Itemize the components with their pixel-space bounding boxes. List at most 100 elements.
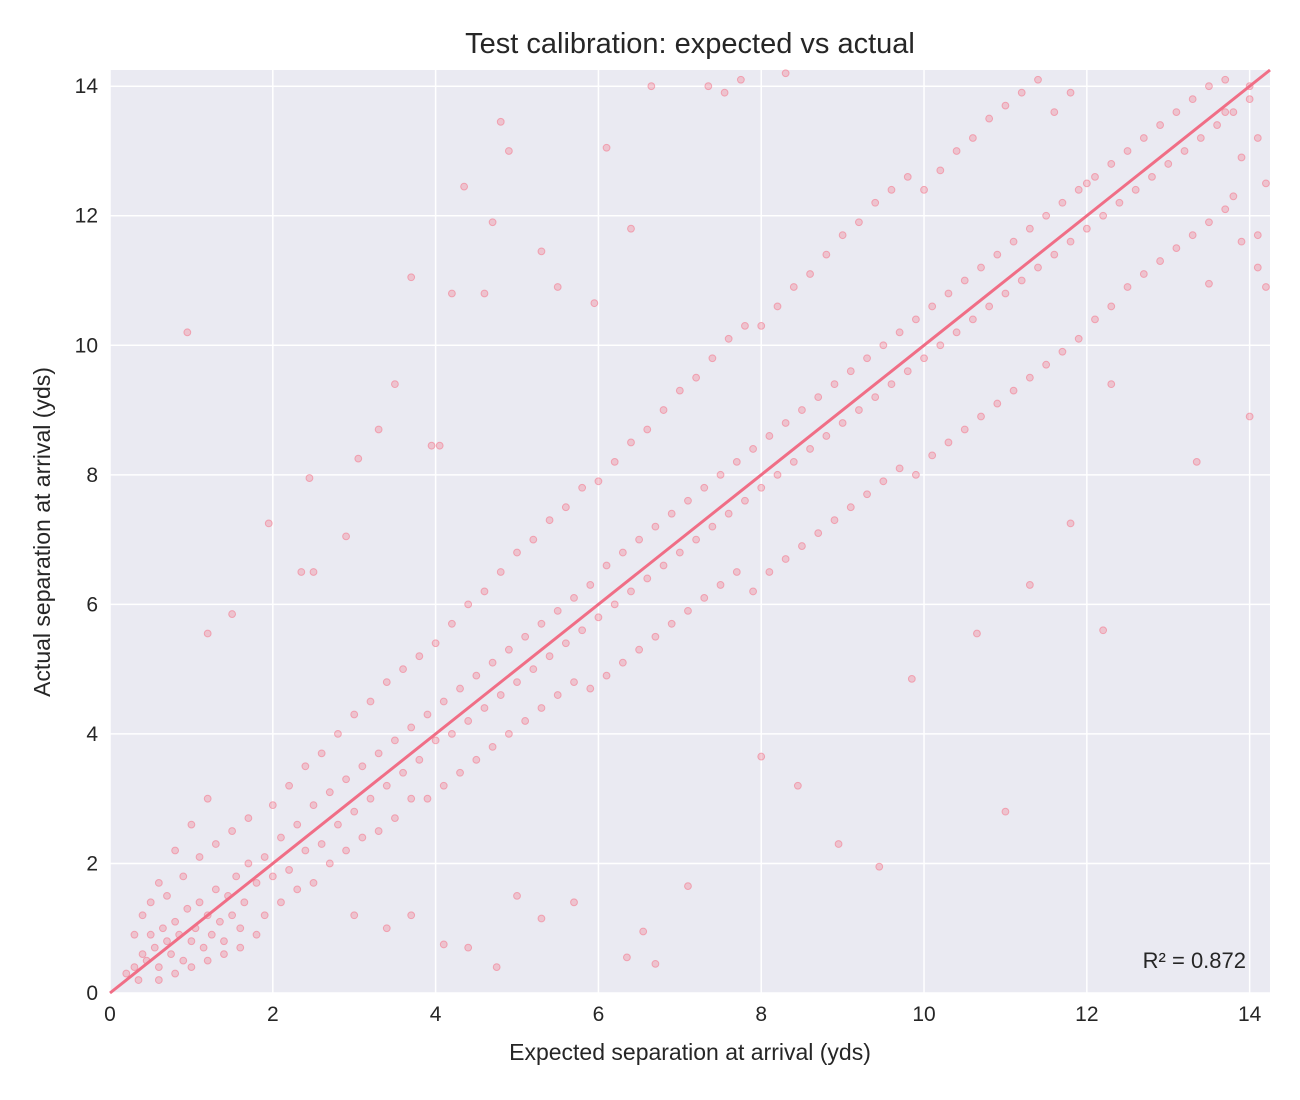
data-point bbox=[354, 454, 363, 463]
data-point bbox=[1148, 172, 1156, 181]
data-point bbox=[439, 781, 448, 790]
data-point bbox=[789, 457, 798, 466]
data-point bbox=[382, 678, 391, 686]
data-point bbox=[171, 917, 180, 926]
data-point bbox=[561, 639, 570, 648]
data-point bbox=[887, 185, 896, 194]
x-tick-label: 4 bbox=[430, 1003, 442, 1026]
data-point bbox=[985, 302, 994, 311]
data-point bbox=[1229, 108, 1238, 117]
data-point bbox=[521, 717, 530, 725]
data-point bbox=[521, 632, 530, 641]
data-point bbox=[977, 263, 985, 272]
data-point bbox=[391, 380, 399, 389]
data-point bbox=[415, 652, 424, 661]
data-point bbox=[651, 959, 660, 968]
data-point bbox=[586, 684, 595, 693]
data-point bbox=[203, 629, 212, 638]
data-point bbox=[382, 924, 391, 933]
data-point bbox=[146, 898, 155, 907]
data-point bbox=[1205, 279, 1213, 288]
data-point bbox=[647, 82, 656, 91]
data-point bbox=[1017, 88, 1026, 97]
data-point bbox=[334, 820, 342, 829]
data-point bbox=[171, 846, 180, 855]
data-point bbox=[993, 250, 1002, 259]
data-point bbox=[700, 593, 709, 602]
data-point bbox=[183, 328, 192, 337]
data-point bbox=[639, 927, 648, 936]
data-point bbox=[553, 606, 562, 615]
data-point bbox=[171, 969, 180, 978]
data-point bbox=[154, 963, 163, 971]
data-point bbox=[496, 568, 505, 576]
data-point bbox=[1091, 315, 1099, 324]
data-point bbox=[228, 827, 237, 835]
data-point bbox=[1025, 581, 1034, 589]
data-point bbox=[643, 574, 652, 583]
data-point bbox=[1156, 257, 1165, 265]
data-point bbox=[391, 814, 399, 823]
data-point bbox=[586, 581, 595, 589]
data-point bbox=[911, 470, 920, 479]
y-tick-label: 4 bbox=[86, 723, 98, 746]
data-point bbox=[863, 490, 871, 499]
data-point bbox=[741, 496, 749, 505]
data-point bbox=[720, 88, 729, 97]
data-point bbox=[920, 354, 928, 363]
data-point bbox=[903, 367, 912, 376]
y-tick-labels: 0 2 4 6 8 10 12 14 bbox=[75, 75, 99, 1005]
data-point bbox=[488, 658, 497, 667]
data-point bbox=[623, 953, 631, 962]
y-tick-label: 6 bbox=[86, 593, 98, 616]
data-point bbox=[1025, 373, 1034, 382]
data-point bbox=[741, 321, 749, 330]
data-point bbox=[920, 185, 928, 194]
data-point bbox=[1066, 88, 1075, 97]
data-point bbox=[635, 645, 644, 654]
data-point bbox=[651, 522, 660, 531]
data-point bbox=[187, 937, 196, 946]
data-point bbox=[879, 341, 888, 350]
data-point bbox=[1164, 160, 1173, 168]
data-point bbox=[798, 542, 806, 550]
data-point bbox=[1074, 334, 1083, 343]
data-point bbox=[643, 425, 652, 434]
data-point bbox=[675, 386, 684, 395]
data-point bbox=[1001, 101, 1010, 110]
data-point bbox=[618, 658, 627, 667]
data-point bbox=[232, 872, 241, 881]
data-point bbox=[146, 930, 155, 939]
data-point bbox=[757, 752, 766, 761]
data-point bbox=[529, 535, 538, 544]
data-point bbox=[659, 561, 668, 570]
data-point bbox=[675, 548, 684, 557]
data-point bbox=[895, 464, 904, 473]
data-point bbox=[692, 373, 701, 382]
data-point bbox=[667, 509, 676, 518]
data-point bbox=[1192, 457, 1201, 466]
data-point bbox=[407, 911, 416, 920]
data-point bbox=[570, 678, 578, 686]
data-point bbox=[447, 730, 456, 738]
data-point bbox=[374, 749, 383, 758]
data-point bbox=[798, 406, 806, 414]
data-point bbox=[814, 393, 823, 401]
data-point bbox=[464, 600, 473, 609]
data-point bbox=[822, 432, 831, 440]
data-point bbox=[183, 904, 192, 913]
data-point bbox=[977, 412, 985, 421]
data-point bbox=[806, 445, 814, 453]
data-point bbox=[1099, 211, 1108, 220]
data-point bbox=[1221, 75, 1230, 84]
data-point bbox=[464, 717, 473, 725]
data-point bbox=[960, 425, 969, 434]
data-point bbox=[708, 354, 717, 363]
data-point bbox=[578, 483, 587, 492]
data-point bbox=[1050, 108, 1059, 117]
data-point bbox=[496, 691, 505, 699]
data-point bbox=[1237, 153, 1246, 162]
data-point bbox=[1156, 121, 1165, 129]
data-point bbox=[228, 911, 237, 920]
data-point bbox=[952, 328, 961, 337]
